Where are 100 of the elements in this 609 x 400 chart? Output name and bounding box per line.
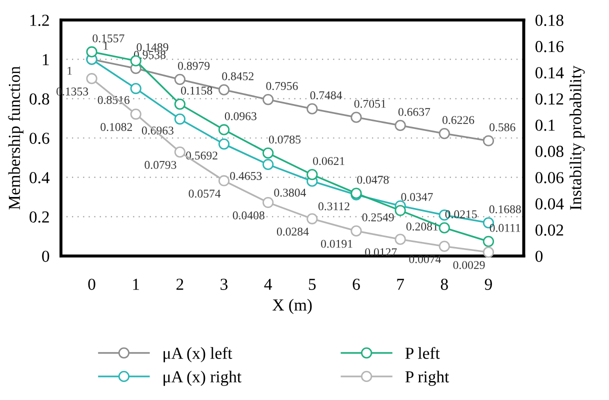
y2-tick-label: 0.02	[535, 224, 564, 236]
data-label: 0.0191	[321, 240, 352, 248]
data-label: 0.1158	[181, 86, 212, 95]
data-label: 0.0621	[313, 157, 344, 166]
legend-label: P right	[405, 370, 450, 386]
point	[218, 175, 230, 186]
point	[482, 236, 494, 248]
point	[262, 148, 274, 159]
y2-tick-label: 0.16	[535, 40, 564, 52]
data-label: 0.7051	[354, 100, 386, 108]
x-axis-title: X (m)	[272, 298, 312, 314]
data-label: 1	[68, 66, 72, 75]
x-tick-label: 7	[397, 278, 404, 290]
point	[482, 246, 494, 258]
legend-label: P left	[405, 347, 440, 359]
x-tick-label: 3	[220, 278, 228, 290]
data-label: 0.1489	[136, 43, 168, 52]
data-label: 0.0347	[401, 192, 433, 202]
point	[350, 225, 362, 237]
point	[174, 146, 186, 158]
point	[174, 74, 186, 85]
data-label: 0.8979	[178, 62, 210, 70]
point	[482, 135, 494, 146]
data-label: 0.0284	[276, 228, 309, 236]
point	[438, 128, 450, 140]
y-tick-label: 0.8	[30, 93, 50, 105]
data-label: 0.7956	[266, 82, 298, 90]
point	[174, 98, 186, 110]
y2-tick-label: 0.1	[535, 120, 555, 131]
data-label: 0.0029	[453, 261, 485, 270]
data-label: 0.2081	[406, 222, 438, 231]
y-tick-label: 1	[42, 54, 49, 66]
point	[130, 82, 142, 94]
data-label: 0.1557	[92, 34, 124, 42]
data-label: 0.8452	[222, 72, 254, 80]
data-label: 0.5692	[186, 152, 218, 160]
y-tick-label: 0	[42, 250, 50, 262]
point	[130, 108, 142, 120]
point	[306, 103, 318, 114]
y-tick-label: 1.2	[30, 14, 49, 26]
point	[218, 138, 230, 150]
data-label: 0.2549	[362, 213, 394, 222]
data-label: 1	[104, 42, 108, 50]
y2-tick-label: 0.04	[535, 198, 564, 210]
data-label: 0.0408	[232, 211, 264, 220]
point	[438, 222, 450, 234]
data-label: 0.0111	[490, 224, 520, 232]
data-label: 0.6226	[442, 116, 474, 124]
y2-tick-label: 0	[535, 250, 543, 262]
y2-tick-label: 0.14	[535, 67, 564, 78]
data-label: 0.7484	[310, 91, 342, 100]
x-tick-label: 4	[264, 278, 272, 290]
data-label: 0.6637	[398, 108, 430, 116]
y2-tick-label: 0.06	[535, 172, 564, 184]
x-tick-label: 2	[176, 278, 184, 290]
y-tick-label: 0.2	[30, 211, 49, 223]
legend-label: μA (x) right	[164, 370, 242, 386]
point	[86, 73, 98, 84]
point	[394, 234, 406, 245]
y-tick-label: 0.6	[30, 132, 50, 144]
x-tick-label: 0	[88, 278, 96, 290]
x-tick-label: 6	[352, 278, 360, 290]
point	[394, 204, 406, 216]
y-tick-label: 0.4	[30, 172, 50, 184]
data-label: 0.4653	[230, 172, 262, 180]
data-label: 0.3804	[274, 188, 306, 197]
x-tick-label: 9	[484, 278, 492, 290]
data-label: 0.3112	[318, 202, 350, 210]
point	[174, 114, 186, 125]
x-tick-label: 5	[308, 278, 316, 290]
point	[262, 94, 274, 106]
data-label: 0.1688	[489, 205, 521, 214]
data-label: 0.0127	[365, 248, 397, 256]
legend-label: μA (x) left	[164, 347, 232, 362]
data-label: 0.0963	[224, 112, 256, 120]
y2-tick-label: 0.12	[535, 93, 564, 105]
data-label: 0.0785	[268, 136, 301, 144]
data-label: 0.0793	[144, 160, 176, 169]
point	[306, 169, 318, 180]
point	[306, 213, 318, 224]
x-tick-label: 1	[133, 278, 140, 290]
y2-axis-title: Instability probability	[570, 66, 585, 210]
point	[262, 158, 274, 170]
point	[86, 46, 98, 58]
point	[394, 120, 406, 132]
x-tick-label: 8	[440, 278, 448, 290]
data-label: 0.586	[490, 123, 516, 132]
data-label: 0.0478	[357, 176, 389, 184]
y2-tick-label: 0.08	[535, 146, 564, 158]
data-label: 0.1082	[100, 123, 132, 132]
point	[350, 112, 362, 123]
point	[218, 84, 230, 96]
data-label: 0.0074	[409, 255, 441, 264]
y2-tick-label: 0.18	[535, 14, 564, 26]
point	[262, 196, 274, 208]
data-label: 0.6963	[142, 126, 174, 135]
point	[438, 240, 450, 252]
data-label: 0.0574	[188, 190, 221, 198]
data-label: 0.8516	[98, 96, 130, 104]
point	[218, 124, 230, 136]
